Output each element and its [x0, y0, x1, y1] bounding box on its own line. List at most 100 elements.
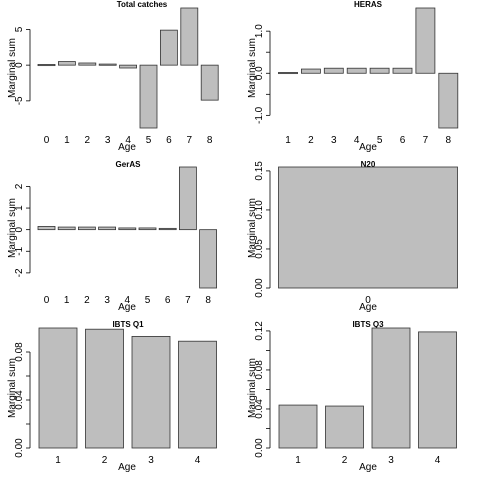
- y-tick-label: 0.04: [254, 399, 265, 419]
- bar: [37, 226, 56, 231]
- x-axis-label: Age: [359, 462, 377, 473]
- bar: [178, 166, 197, 231]
- x-axis-label: Age: [118, 302, 136, 313]
- y-tick-label: -1: [14, 246, 25, 255]
- bar: [438, 72, 459, 129]
- y-tick-label: 0.10: [254, 200, 265, 220]
- y-tick-label: 0.00: [254, 438, 265, 458]
- x-tick-label: 3: [331, 135, 337, 146]
- y-tick-label: -1.0: [254, 106, 265, 124]
- x-tick-label: 6: [400, 135, 406, 146]
- bar: [37, 64, 56, 67]
- y-tick-label: 0.08: [254, 360, 265, 380]
- bar: [57, 226, 76, 231]
- bar: [418, 331, 457, 449]
- x-axis-label: Age: [359, 302, 377, 313]
- bar: [98, 63, 117, 66]
- bar: [38, 327, 78, 449]
- bar: [325, 405, 364, 449]
- x-tick-label: 8: [207, 135, 213, 146]
- y-tick-label: 0: [14, 62, 25, 68]
- x-tick-label: 8: [446, 135, 452, 146]
- y-axis-label: Marginal sum: [7, 38, 18, 98]
- x-tick-label: 3: [105, 135, 111, 146]
- x-axis-label: Age: [118, 462, 136, 473]
- x-tick-label: 4: [125, 295, 131, 306]
- x-tick-label: 5: [145, 295, 151, 306]
- x-tick-label: 1: [64, 135, 70, 146]
- y-tick-label: 0.0: [254, 66, 265, 80]
- bar: [180, 7, 199, 66]
- bar: [278, 166, 458, 289]
- y-axis-label: Marginal sum: [7, 198, 18, 258]
- y-tick-label: 0.15: [254, 161, 265, 181]
- bar: [119, 64, 137, 69]
- bar: [178, 340, 217, 449]
- x-tick-label: 0: [365, 295, 371, 306]
- bar: [158, 227, 177, 231]
- x-tick-label: 1: [295, 455, 301, 466]
- bar: [131, 335, 171, 449]
- y-tick-label: 1: [14, 205, 25, 211]
- panel-title: GerAS: [116, 160, 142, 169]
- bar: [78, 226, 96, 231]
- bar: [415, 7, 436, 74]
- bar: [138, 227, 157, 231]
- x-tick-label: 1: [285, 135, 291, 146]
- bar: [369, 67, 390, 74]
- panel-title: Total catches: [117, 0, 168, 9]
- bar: [323, 67, 344, 74]
- y-axis-label: Marginal sum: [247, 38, 258, 98]
- panel-title: IBTS Q3: [352, 320, 384, 329]
- x-tick-label: 1: [55, 455, 61, 466]
- bar: [199, 229, 218, 289]
- bar: [58, 61, 76, 66]
- y-tick-label: 0.00: [254, 278, 265, 298]
- bar: [85, 328, 124, 449]
- x-tick-label: 4: [125, 135, 131, 146]
- y-tick-label: 0: [14, 226, 25, 232]
- x-tick-label: 2: [342, 455, 348, 466]
- x-tick-label: 6: [165, 295, 171, 306]
- x-axis-label: Age: [118, 142, 136, 153]
- y-axis-label: Marginal sum: [247, 198, 258, 258]
- x-tick-label: 4: [195, 455, 201, 466]
- x-tick-label: 5: [146, 135, 152, 146]
- y-tick-label: -5: [14, 96, 25, 105]
- y-tick-label: 0.05: [254, 239, 265, 259]
- y-tick-label: -2: [14, 268, 25, 277]
- x-tick-label: 8: [205, 295, 211, 306]
- x-tick-label: 3: [104, 295, 110, 306]
- x-tick-label: 6: [166, 135, 172, 146]
- y-tick-label: 0.12: [254, 321, 265, 341]
- bar: [200, 64, 219, 101]
- panel-title: N20: [361, 160, 376, 169]
- x-tick-label: 2: [308, 135, 314, 146]
- chart-panel: IBTS Q3 0.00 0.04 0.08 0.12 Marginal sum 1 2 3 4 A…: [247, 320, 457, 473]
- y-tick-label: 0.04: [14, 390, 25, 410]
- bar: [78, 62, 97, 66]
- x-tick-label: 4: [435, 455, 441, 466]
- bar: [139, 64, 158, 129]
- x-tick-label: 2: [84, 295, 90, 306]
- x-tick-label: 5: [377, 135, 383, 146]
- bar: [346, 67, 367, 74]
- bar: [159, 29, 178, 66]
- x-tick-label: 0: [44, 295, 50, 306]
- x-tick-label: 2: [102, 455, 108, 466]
- x-tick-label: 0: [44, 135, 50, 146]
- y-tick-label: 0.00: [14, 438, 25, 458]
- panel-title: IBTS Q1: [112, 320, 144, 329]
- y-axis-label: Marginal sum: [7, 358, 18, 418]
- x-tick-label: 2: [85, 135, 91, 146]
- y-tick-label: 2: [14, 183, 25, 189]
- bar: [371, 327, 411, 449]
- x-tick-label: 7: [185, 295, 191, 306]
- x-tick-label: 7: [187, 135, 193, 146]
- bar: [300, 68, 321, 74]
